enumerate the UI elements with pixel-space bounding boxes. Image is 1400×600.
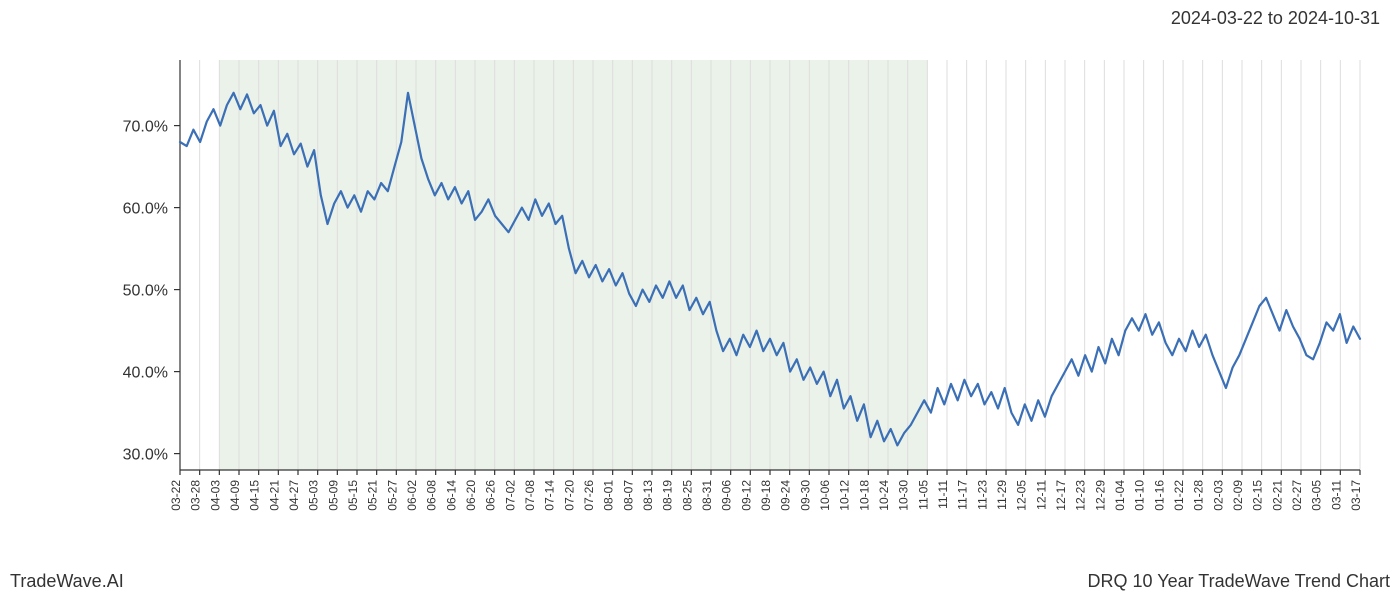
svg-text:03-17: 03-17 (1349, 480, 1363, 511)
svg-text:04-09: 04-09 (228, 480, 242, 511)
svg-text:02-21: 02-21 (1270, 480, 1284, 511)
svg-text:03-22: 03-22 (169, 480, 183, 511)
svg-text:10-12: 10-12 (838, 480, 852, 511)
svg-text:09-06: 09-06 (720, 480, 734, 511)
svg-text:01-28: 01-28 (1192, 480, 1206, 511)
svg-text:12-23: 12-23 (1074, 480, 1088, 511)
svg-text:07-08: 07-08 (523, 480, 537, 511)
svg-text:09-30: 09-30 (798, 480, 812, 511)
footer-title: DRQ 10 Year TradeWave Trend Chart (1088, 571, 1390, 592)
svg-text:05-09: 05-09 (326, 480, 340, 511)
svg-text:04-21: 04-21 (267, 480, 281, 511)
svg-text:11-29: 11-29 (995, 480, 1009, 510)
svg-text:09-24: 09-24 (779, 480, 793, 511)
date-range-label: 2024-03-22 to 2024-10-31 (1171, 8, 1380, 29)
svg-text:01-22: 01-22 (1172, 480, 1186, 511)
svg-text:30.0%: 30.0% (123, 447, 168, 464)
svg-text:05-15: 05-15 (346, 480, 360, 511)
svg-text:08-07: 08-07 (621, 480, 635, 511)
svg-text:10-18: 10-18 (857, 480, 871, 511)
svg-text:06-02: 06-02 (405, 480, 419, 511)
svg-text:07-14: 07-14 (543, 480, 557, 511)
svg-text:11-11: 11-11 (936, 480, 950, 509)
svg-text:03-11: 03-11 (1329, 480, 1343, 510)
svg-text:06-20: 06-20 (464, 480, 478, 511)
svg-text:03-05: 03-05 (1310, 480, 1324, 511)
svg-text:10-24: 10-24 (877, 480, 891, 511)
svg-text:01-16: 01-16 (1152, 480, 1166, 511)
svg-text:12-05: 12-05 (1015, 480, 1029, 511)
svg-text:70.0%: 70.0% (123, 119, 168, 136)
svg-text:01-10: 01-10 (1133, 480, 1147, 511)
svg-text:10-30: 10-30 (897, 480, 911, 511)
chart-container: 30.0% 40.0% 50.0% 60.0% 70.0% 03-22 03-28 04-03… (0, 50, 1400, 540)
svg-text:04-03: 04-03 (208, 480, 222, 511)
svg-text:05-27: 05-27 (385, 480, 399, 511)
svg-text:01-04: 01-04 (1113, 480, 1127, 511)
svg-text:40.0%: 40.0% (123, 365, 168, 382)
svg-text:12-17: 12-17 (1054, 480, 1068, 511)
svg-text:04-15: 04-15 (248, 480, 262, 511)
svg-text:08-13: 08-13 (641, 480, 655, 511)
svg-text:02-09: 02-09 (1231, 480, 1245, 511)
svg-text:07-20: 07-20 (562, 480, 576, 511)
svg-text:04-27: 04-27 (287, 480, 301, 511)
svg-text:03-28: 03-28 (189, 480, 203, 511)
svg-text:11-17: 11-17 (956, 480, 970, 510)
svg-text:07-02: 07-02 (503, 480, 517, 511)
svg-text:50.0%: 50.0% (123, 283, 168, 300)
svg-text:09-12: 09-12 (739, 480, 753, 511)
svg-text:09-18: 09-18 (759, 480, 773, 511)
svg-text:08-01: 08-01 (602, 480, 616, 511)
svg-text:06-14: 06-14 (444, 480, 458, 511)
svg-text:08-25: 08-25 (680, 480, 694, 511)
svg-text:06-26: 06-26 (484, 480, 498, 511)
svg-text:02-03: 02-03 (1211, 480, 1225, 511)
svg-text:11-23: 11-23 (975, 480, 989, 510)
svg-text:05-21: 05-21 (366, 480, 380, 511)
svg-text:05-03: 05-03 (307, 480, 321, 511)
footer-brand: TradeWave.AI (10, 571, 124, 592)
svg-text:11-05: 11-05 (916, 480, 930, 510)
svg-text:02-27: 02-27 (1290, 480, 1304, 511)
svg-text:06-08: 06-08 (425, 480, 439, 511)
svg-text:60.0%: 60.0% (123, 201, 168, 218)
svg-text:08-31: 08-31 (700, 480, 714, 511)
svg-text:08-19: 08-19 (661, 480, 675, 511)
svg-text:07-26: 07-26 (582, 480, 596, 511)
svg-text:02-15: 02-15 (1251, 480, 1265, 511)
trend-chart: 30.0% 40.0% 50.0% 60.0% 70.0% 03-22 03-28 04-03… (0, 50, 1400, 540)
svg-text:12-29: 12-29 (1093, 480, 1107, 511)
svg-text:12-11: 12-11 (1034, 480, 1048, 510)
svg-text:10-06: 10-06 (818, 480, 832, 511)
